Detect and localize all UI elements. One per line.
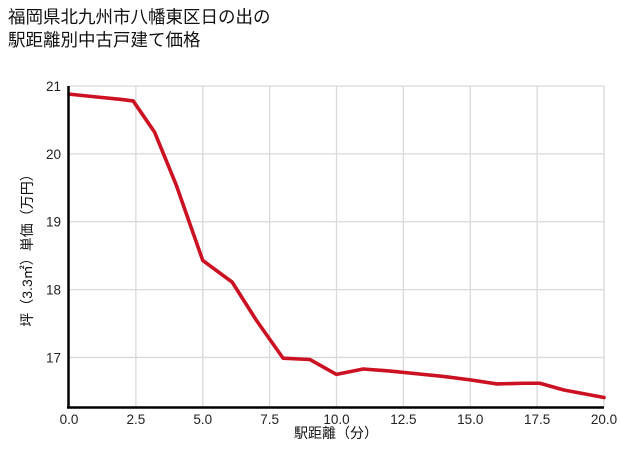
y-tick-label: 20 xyxy=(46,147,61,162)
x-tick-label: 17.5 xyxy=(524,412,550,427)
x-axis-title: 駅距離（分） xyxy=(294,425,378,441)
data-series-group xyxy=(67,92,606,400)
y-tick-label: 21 xyxy=(46,79,61,94)
x-tick-label: 15.0 xyxy=(457,412,483,427)
y-tick-label: 17 xyxy=(46,350,61,365)
axes-group xyxy=(67,86,604,409)
y-axis-title: 坪（3.3㎡）単価（万円） xyxy=(19,167,35,326)
x-tick-label: 10.0 xyxy=(323,412,349,427)
x-tick-label: 20.0 xyxy=(591,412,617,427)
x-tick-label: 2.5 xyxy=(126,412,145,427)
x-tick-label: 5.0 xyxy=(193,412,212,427)
y-tick-label: 18 xyxy=(46,283,61,298)
data-line xyxy=(67,92,606,400)
x-tick-labels-group: 0.0 2.5 5.0 7.5 10.0 12.5 15.0 17.5 20.0 xyxy=(60,412,618,427)
y-tick-labels-group: 17 18 19 20 21 xyxy=(46,79,61,365)
y-tick-label: 19 xyxy=(46,215,61,230)
x-tick-label: 0.0 xyxy=(60,412,79,427)
chart-title: 福岡県北九州市八幡東区日の出の 駅距離別中古戸建て価格 xyxy=(8,7,271,51)
x-tick-label: 12.5 xyxy=(390,412,416,427)
gridlines-group xyxy=(68,85,605,407)
x-tick-label: 7.5 xyxy=(260,412,279,427)
